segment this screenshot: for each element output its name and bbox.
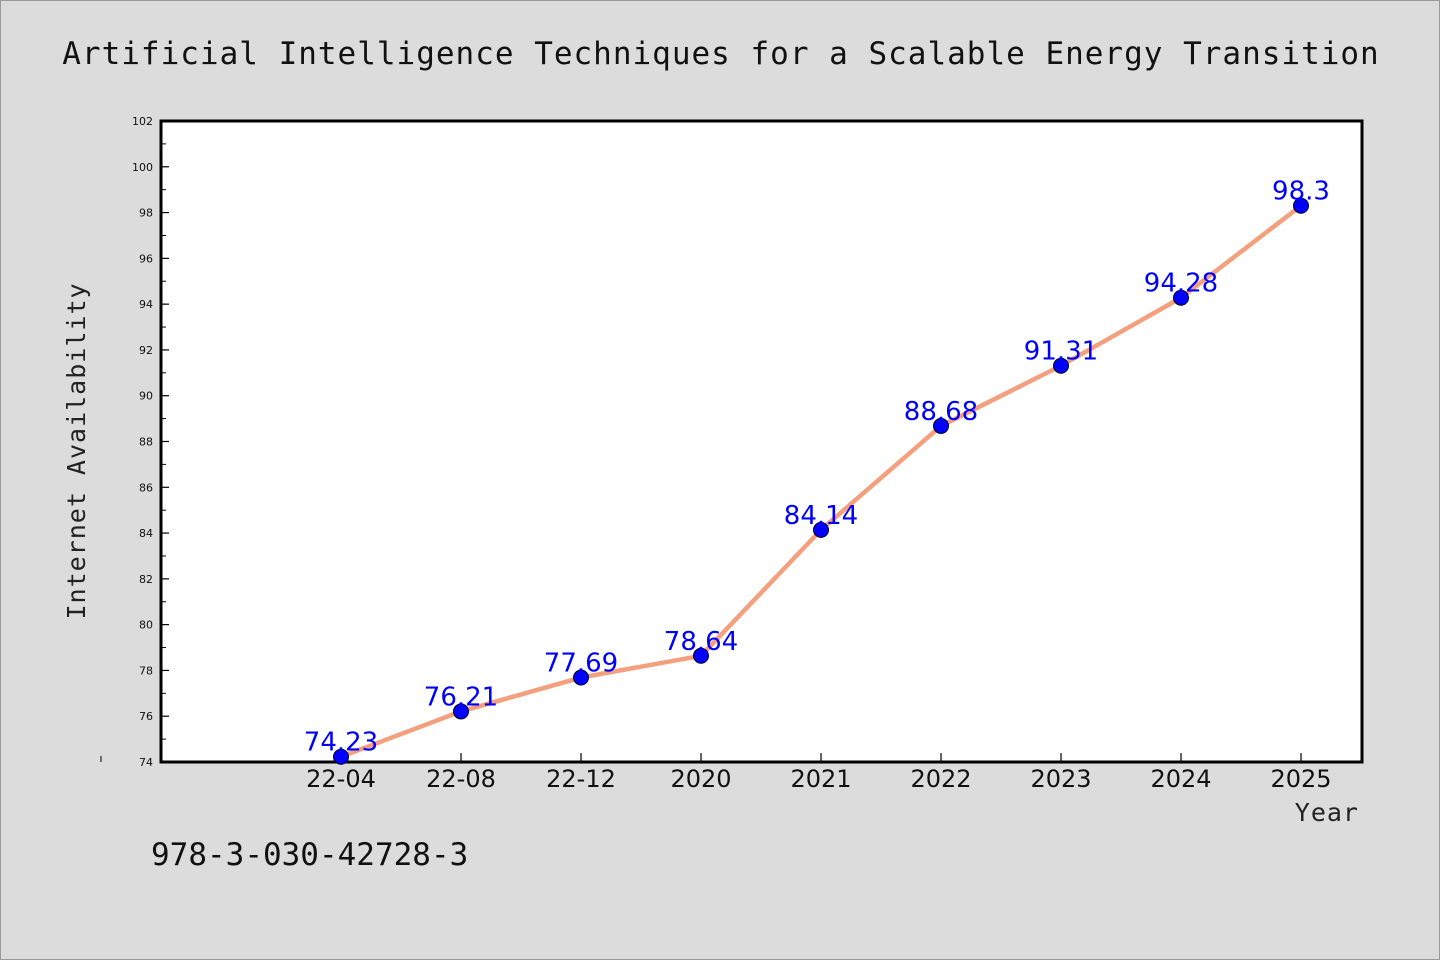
x-tick-label: 2025 <box>1270 765 1331 793</box>
data-label: 78.64 <box>664 627 738 657</box>
data-label: 76.21 <box>424 682 498 712</box>
y-tick-label: 90 <box>139 390 153 403</box>
y-tick-label: 78 <box>139 664 153 677</box>
data-label: 91.31 <box>1024 337 1098 367</box>
x-axis-title: Year <box>1295 798 1359 827</box>
data-point <box>1053 357 1069 374</box>
data-point <box>813 521 829 538</box>
y-tick-label: 84 <box>139 527 153 540</box>
data-point <box>1173 289 1189 306</box>
isbn-code: 978-3-030-42728-3 <box>151 837 468 873</box>
y-tick-label: 82 <box>139 573 153 586</box>
data-label: 77.69 <box>544 649 618 679</box>
x-tick-label: 22-04 <box>306 765 376 793</box>
y-tick-label: 98 <box>139 207 153 220</box>
data-label: 84.14 <box>784 501 858 531</box>
y-tick-label: 94 <box>139 298 153 311</box>
data-point <box>333 748 349 765</box>
data-label: 74.23 <box>304 728 378 758</box>
y-axis: 74 76 78 80 82 84 86 88 90 92 94 96 98 100 102 <box>132 115 169 769</box>
data-point <box>933 417 949 434</box>
series-layer: 74.23 76.21 77.69 78.64 84.14 88.68 91.31 94.28… <box>304 177 1330 765</box>
data-point <box>693 647 709 664</box>
chart-title: Artificial Intelligence Techniques for a… <box>62 36 1379 72</box>
y-tick-label: 92 <box>139 344 153 357</box>
data-label: 94.28 <box>1144 269 1218 299</box>
x-tick-label: 22-12 <box>546 765 616 793</box>
y-tick-label: 102 <box>132 115 153 128</box>
x-tick-label: 2022 <box>910 765 971 793</box>
x-tick-label: 2020 <box>670 765 731 793</box>
y-tick-label: 88 <box>139 436 153 449</box>
data-point <box>573 669 589 686</box>
y-axis-title: Internet Availability <box>62 282 91 619</box>
y-tick-label: 80 <box>139 619 153 632</box>
x-tick-label: 2023 <box>1030 765 1091 793</box>
plot-area <box>159 119 1364 764</box>
y-tick-label: 76 <box>139 710 153 723</box>
x-tick-label: 2024 <box>1150 765 1211 793</box>
y-tick-label: 100 <box>132 161 153 174</box>
y-tick-label: 96 <box>139 252 153 265</box>
y-tick-label: 74 <box>139 756 153 769</box>
data-point <box>453 703 469 720</box>
y-tick-label: 86 <box>139 481 153 494</box>
data-label: 98.3 <box>1272 177 1330 207</box>
data-label: 88.68 <box>904 397 978 427</box>
x-tick-label: 22-08 <box>426 765 496 793</box>
data-point <box>1293 197 1309 214</box>
x-tick-label: 2021 <box>790 765 851 793</box>
x-axis: 22-04 22-08 22-12 2020 2021 2022 2023 2024 2025 <box>100 753 1332 793</box>
